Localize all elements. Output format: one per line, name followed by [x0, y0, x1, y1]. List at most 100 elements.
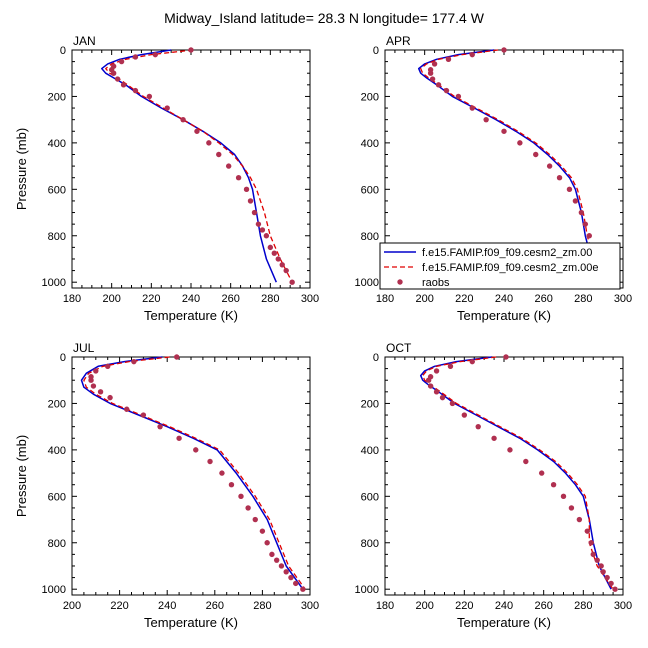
plot-frame [384, 356, 624, 596]
raobs-point [560, 493, 567, 500]
raobs-point [278, 563, 285, 569]
panel-label: JAN [73, 34, 96, 48]
series-line-cesm2-zm-00 [417, 49, 604, 283]
y-tick-label: 0 [373, 352, 379, 364]
raobs-point [124, 406, 130, 412]
raobs-point [455, 93, 462, 100]
raobs-point [252, 516, 258, 523]
x-tick-label: 200 [102, 293, 120, 305]
raobs-point [93, 368, 99, 374]
raobs-point [538, 470, 545, 476]
raobs-point [131, 358, 137, 365]
raobs-point [107, 394, 113, 401]
raobs-point [118, 58, 125, 65]
raobs-point [439, 394, 446, 401]
series-line-cesm2-zm-00e [422, 356, 614, 590]
x-tick-label: 280 [574, 600, 592, 612]
raobs-point [576, 516, 583, 523]
raobs-point [600, 569, 606, 575]
raobs-point [219, 470, 225, 476]
raobs-point [238, 493, 244, 500]
x-tick-label: 200 [415, 600, 433, 612]
series-group [419, 354, 618, 592]
raobs-point [114, 76, 121, 82]
raobs-point [259, 528, 266, 534]
x-tick-label: 200 [63, 600, 81, 612]
y-axis-label: Pressure (mb) [14, 435, 29, 517]
panel-jan: JAN 180 200 220 240 260 280 300 0 200 400 600 800 100… [14, 34, 319, 323]
raobs-point [427, 70, 434, 76]
raobs-point [578, 209, 585, 216]
series-group [80, 354, 306, 592]
series-line-cesm2-zm-00 [101, 49, 277, 283]
y-tick-label: 800 [48, 538, 66, 550]
raobs-point [566, 186, 573, 193]
y-tick-label: 200 [48, 398, 66, 410]
x-tick-label: 280 [574, 293, 592, 305]
x-tick-label: 220 [110, 600, 128, 612]
raobs-point [251, 209, 258, 216]
raobs-point [194, 128, 200, 134]
raobs-point [188, 47, 194, 53]
y-tick-label: 1000 [355, 584, 379, 596]
raobs-point [433, 389, 440, 395]
x-tick-label: 180 [63, 293, 81, 305]
raobs-point [264, 540, 270, 546]
raobs-point [146, 93, 153, 100]
raobs-point [445, 56, 452, 62]
raobs-point [523, 458, 529, 465]
raobs-point [533, 151, 539, 158]
x-axis-label: Temperature (K) [144, 615, 238, 630]
raobs-point [582, 221, 589, 227]
x-tick-label: 240 [158, 600, 176, 612]
raobs-point [435, 82, 442, 88]
x-tick-label: 260 [534, 600, 552, 612]
raobs-point [431, 61, 438, 67]
raobs-point [174, 354, 180, 360]
x-tick-label: 260 [206, 600, 224, 612]
raobs-point [594, 557, 600, 563]
raobs-point [225, 163, 232, 169]
raobs-point [556, 175, 563, 181]
raobs-point [243, 186, 250, 193]
y-tick-label: 0 [373, 45, 379, 57]
y-tick-label: 0 [60, 352, 66, 364]
y-tick-label: 800 [361, 538, 379, 550]
series-line-cesm2-zm-00 [80, 356, 304, 590]
raobs-point [228, 482, 235, 488]
raobs-point [97, 389, 104, 395]
legend-label: raobs [422, 277, 450, 289]
y-tick-label: 200 [361, 91, 379, 103]
series-line-cesm2-zm-00e [83, 356, 306, 590]
raobs-point [447, 363, 454, 369]
raobs-point [590, 551, 596, 558]
x-tick-label: 240 [495, 293, 513, 305]
raobs-point [164, 105, 170, 111]
raobs-point [443, 87, 450, 94]
raobs-point [90, 383, 97, 389]
x-tick-label: 300 [301, 600, 319, 612]
y-tick-label: 600 [48, 184, 66, 196]
raobs-point [588, 540, 594, 546]
raobs-point [572, 198, 579, 204]
raobs-point [503, 354, 509, 360]
raobs-point [235, 175, 242, 181]
raobs-point [207, 458, 213, 465]
legend-box [379, 242, 621, 290]
y-tick-label: 1000 [355, 277, 379, 289]
x-axis-label: Temperature (K) [144, 308, 238, 323]
raobs-point [283, 267, 289, 274]
panel-label: OCT [386, 341, 412, 355]
raobs-point [273, 557, 280, 563]
x-axis-label: Temperature (K) [457, 308, 551, 323]
raobs-point [140, 412, 147, 418]
raobs-point [176, 435, 182, 441]
raobs-point [120, 82, 127, 88]
raobs-point [245, 505, 251, 511]
raobs-point [425, 377, 432, 383]
raobs-point [568, 505, 575, 511]
x-tick-label: 260 [221, 293, 239, 305]
y-tick-label: 1000 [42, 584, 66, 596]
y-tick-label: 200 [48, 91, 66, 103]
raobs-point [461, 412, 468, 418]
